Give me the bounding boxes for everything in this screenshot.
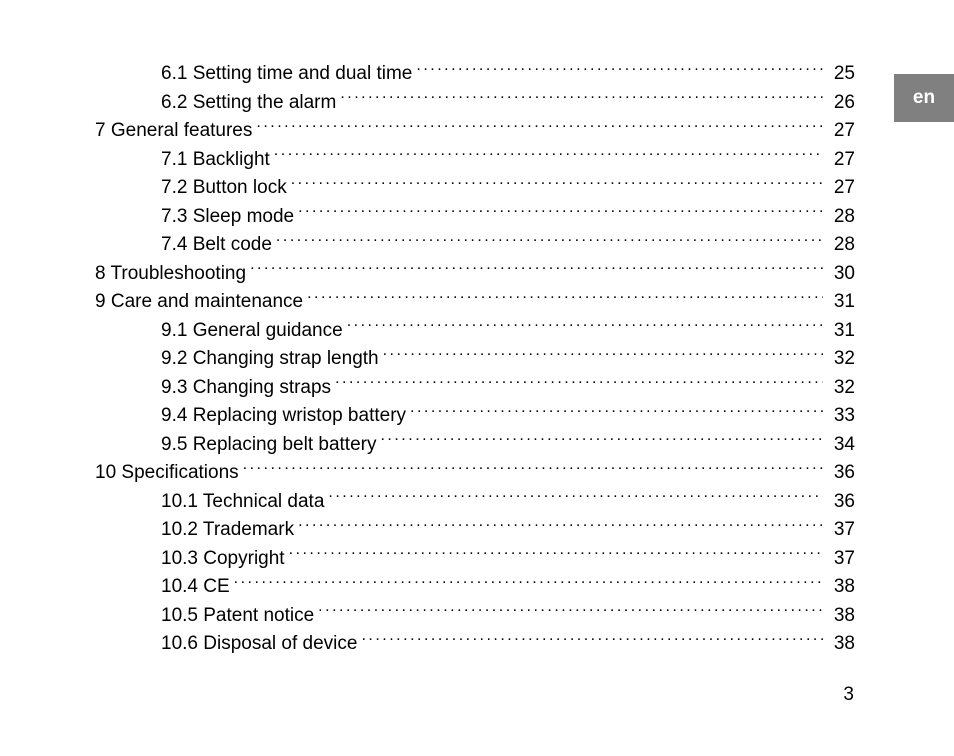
- toc-label: 10.1 Technical data: [161, 488, 324, 517]
- toc-dot-leader: [274, 146, 823, 165]
- toc-row: 9 Care and maintenance 31: [95, 288, 855, 317]
- toc-page: 38: [827, 602, 855, 631]
- toc-dot-leader: [410, 402, 823, 421]
- language-tab: en: [894, 74, 954, 122]
- toc-row: 9.5 Replacing belt battery 34: [95, 431, 855, 460]
- toc-page: 26: [827, 89, 855, 118]
- toc-page: 27: [827, 117, 855, 146]
- toc-label: 8 Troubleshooting: [95, 260, 246, 289]
- page-number: 3: [843, 684, 854, 706]
- toc-label: 10 Specifications: [95, 459, 239, 488]
- toc-label: 6.1 Setting time and dual time: [161, 60, 412, 89]
- toc-row: 7.2 Button lock 27: [95, 174, 855, 203]
- toc-label: 10.4 CE: [161, 573, 230, 602]
- toc-row: 9.4 Replacing wristop battery 33: [95, 402, 855, 431]
- toc-label: 10.3 Copyright: [161, 545, 285, 574]
- toc-label: 9.1 General guidance: [161, 317, 343, 346]
- toc-page: 34: [827, 431, 855, 460]
- toc-label: 7.3 Sleep mode: [161, 203, 294, 232]
- toc-dot-leader: [318, 602, 823, 621]
- toc-label: 7.2 Button lock: [161, 174, 287, 203]
- toc-dot-leader: [380, 431, 823, 450]
- toc-label: 9.2 Changing strap length: [161, 345, 379, 374]
- toc-dot-leader: [298, 203, 823, 222]
- toc-page: 27: [827, 146, 855, 175]
- toc-page: 27: [827, 174, 855, 203]
- toc-page: 28: [827, 203, 855, 232]
- toc-row: 10.6 Disposal of device 38: [95, 630, 855, 659]
- toc-dot-leader: [234, 573, 823, 592]
- toc-row: 10.5 Patent notice 38: [95, 602, 855, 631]
- toc-label: 7.1 Backlight: [161, 146, 270, 175]
- toc-row: 7.1 Backlight 27: [95, 146, 855, 175]
- toc-dot-leader: [361, 630, 823, 649]
- toc-page: 38: [827, 573, 855, 602]
- toc-label: 7.4 Belt code: [161, 231, 272, 260]
- toc-dot-leader: [335, 374, 823, 393]
- toc-page: 37: [827, 516, 855, 545]
- toc-row: 7.3 Sleep mode 28: [95, 203, 855, 232]
- toc-label: 9.5 Replacing belt battery: [161, 431, 376, 460]
- toc-page: 31: [827, 288, 855, 317]
- toc-dot-leader: [243, 459, 823, 478]
- toc-label: 10.5 Patent notice: [161, 602, 314, 631]
- toc-label: 9 Care and maintenance: [95, 288, 303, 317]
- toc-dot-leader: [347, 317, 823, 336]
- toc-dot-leader: [250, 260, 823, 279]
- toc-row: 9.3 Changing straps 32: [95, 374, 855, 403]
- toc-page: 37: [827, 545, 855, 574]
- toc-dot-leader: [340, 89, 823, 108]
- toc-row: 10.4 CE 38: [95, 573, 855, 602]
- toc-row: 8 Troubleshooting 30: [95, 260, 855, 289]
- toc-dot-leader: [307, 288, 823, 307]
- toc-page: 25: [827, 60, 855, 89]
- toc-row: 9.2 Changing strap length 32: [95, 345, 855, 374]
- toc-dot-leader: [256, 117, 823, 136]
- toc-row: 10.3 Copyright 37: [95, 545, 855, 574]
- toc-container: 6.1 Setting time and dual time256.2 Sett…: [95, 60, 855, 659]
- toc-label: 10.2 Trademark: [161, 516, 294, 545]
- toc-label: 9.3 Changing straps: [161, 374, 331, 403]
- toc-row: 6.1 Setting time and dual time 25: [95, 60, 855, 89]
- toc-dot-leader: [416, 60, 823, 79]
- toc-page: 32: [827, 374, 855, 403]
- toc-page: 33: [827, 402, 855, 431]
- toc-row: 9.1 General guidance 31: [95, 317, 855, 346]
- toc-dot-leader: [328, 488, 823, 507]
- toc-label: 9.4 Replacing wristop battery: [161, 402, 406, 431]
- toc-row: 7.4 Belt code 28: [95, 231, 855, 260]
- toc-row: 10.1 Technical data 36: [95, 488, 855, 517]
- toc-page: 32: [827, 345, 855, 374]
- toc-row: 6.2 Setting the alarm 26: [95, 89, 855, 118]
- toc-row: 10.2 Trademark 37: [95, 516, 855, 545]
- toc-dot-leader: [383, 345, 823, 364]
- toc-row: 10 Specifications 36: [95, 459, 855, 488]
- toc-dot-leader: [276, 231, 823, 250]
- toc-dot-leader: [298, 516, 823, 535]
- toc-label: 6.2 Setting the alarm: [161, 89, 336, 118]
- toc-dot-leader: [291, 174, 823, 193]
- toc-page: 36: [827, 488, 855, 517]
- toc-label: 10.6 Disposal of device: [161, 630, 357, 659]
- toc-label: 7 General features: [95, 117, 252, 146]
- toc-page: 31: [827, 317, 855, 346]
- toc-page: 28: [827, 231, 855, 260]
- toc-page: 36: [827, 459, 855, 488]
- toc-dot-leader: [289, 545, 823, 564]
- toc-page: 38: [827, 630, 855, 659]
- toc-row: 7 General features 27: [95, 117, 855, 146]
- toc-page: 30: [827, 260, 855, 289]
